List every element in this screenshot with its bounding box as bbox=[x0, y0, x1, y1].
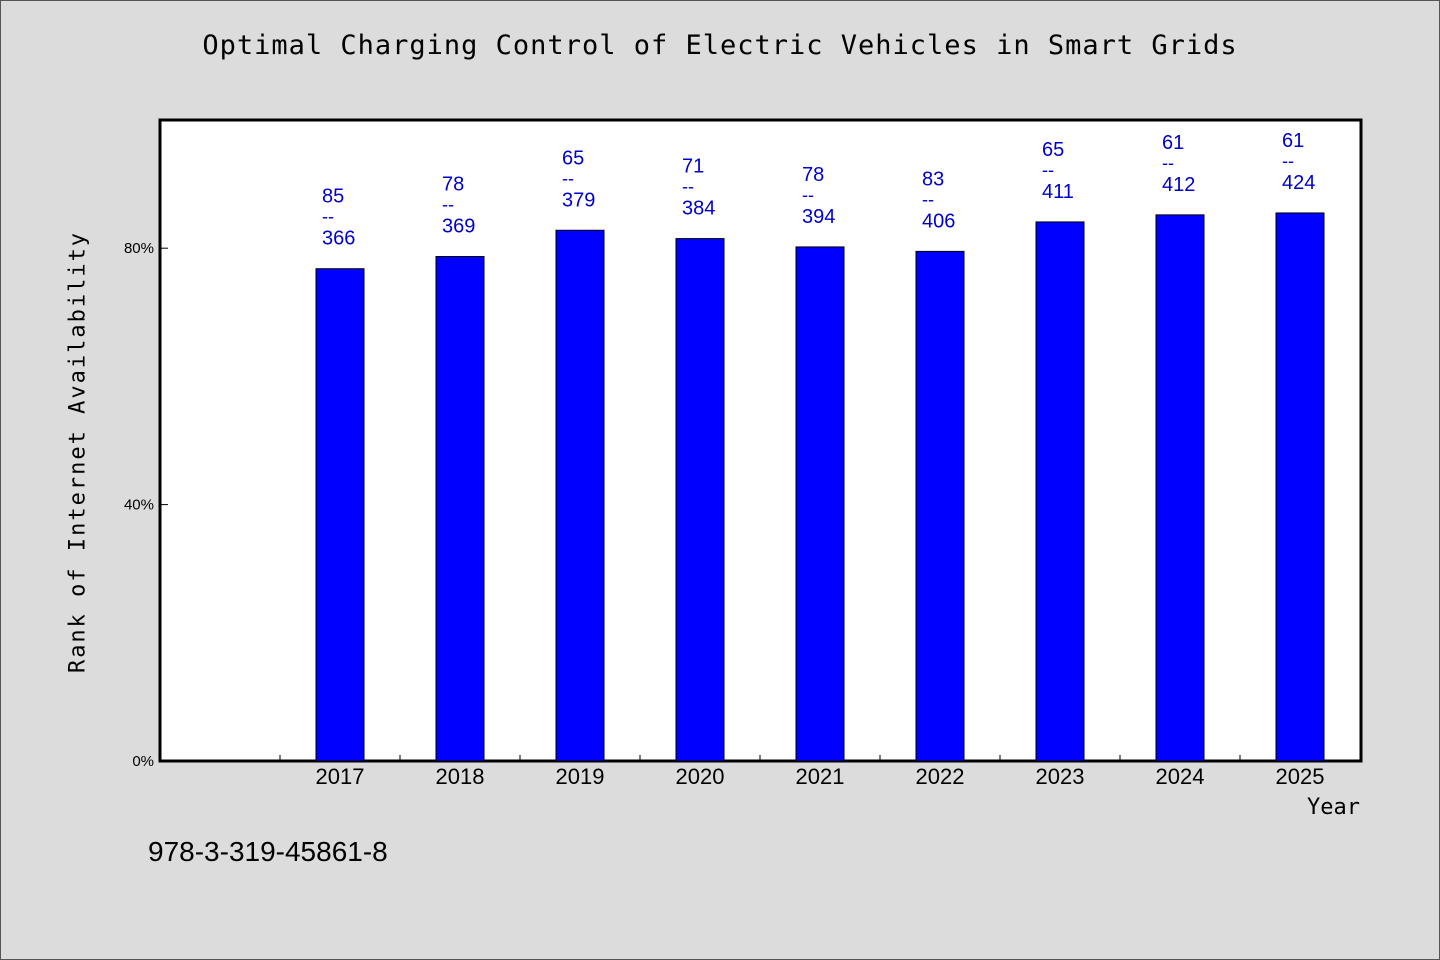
x-tick-label: 2021 bbox=[796, 764, 845, 789]
bar-label-bottom: 424 bbox=[1282, 172, 1315, 194]
bar bbox=[1155, 214, 1205, 762]
bar-label-bottom: 406 bbox=[922, 210, 955, 232]
bar-label-bottom: 384 bbox=[682, 198, 715, 220]
bar bbox=[1035, 221, 1085, 762]
bar-label-top: 65 bbox=[562, 147, 584, 169]
bar-label-top: 61 bbox=[1282, 130, 1304, 152]
bar bbox=[555, 229, 605, 762]
bar-label-separator: -- bbox=[562, 168, 574, 188]
bar bbox=[435, 256, 485, 762]
bar bbox=[915, 250, 965, 762]
bar bbox=[675, 238, 725, 762]
isbn-footnote: 978-3-319-45861-8 bbox=[148, 836, 388, 867]
bar-label-separator: -- bbox=[1042, 160, 1054, 180]
bar-label-separator: -- bbox=[442, 195, 454, 215]
bar-label-top: 83 bbox=[922, 168, 944, 190]
x-tick-label: 2018 bbox=[436, 764, 485, 789]
bar-label-top: 71 bbox=[682, 156, 704, 178]
bar-label-top: 78 bbox=[802, 164, 824, 186]
bar bbox=[795, 246, 845, 762]
y-tick-label: 0% bbox=[132, 753, 154, 770]
x-tick-label: 2020 bbox=[676, 764, 725, 789]
x-tick-label: 2022 bbox=[916, 764, 965, 789]
bar-label-separator: -- bbox=[802, 185, 814, 205]
x-tick-label: 2024 bbox=[1156, 764, 1205, 789]
bar-label-separator: -- bbox=[682, 177, 694, 197]
bar-label-bottom: 379 bbox=[562, 189, 595, 211]
bar bbox=[315, 268, 365, 762]
bar-label-separator: -- bbox=[922, 189, 934, 209]
chart-title: Optimal Charging Control of Electric Veh… bbox=[202, 30, 1238, 61]
bar-label-bottom: 394 bbox=[802, 206, 835, 228]
bar bbox=[1275, 212, 1325, 762]
bar-label-separator: -- bbox=[1162, 153, 1174, 173]
bar-label-separator: -- bbox=[322, 207, 334, 227]
x-tick-label: 2025 bbox=[1276, 764, 1325, 789]
bar-label-top: 65 bbox=[1042, 139, 1064, 161]
bar-label-bottom: 366 bbox=[322, 228, 355, 250]
bar-label-bottom: 412 bbox=[1162, 174, 1195, 196]
x-tick-label: 2023 bbox=[1036, 764, 1085, 789]
bar-label-top: 61 bbox=[1162, 132, 1184, 154]
y-tick-label: 40% bbox=[124, 497, 154, 514]
x-axis-label: Year bbox=[1307, 795, 1360, 820]
bar-label-bottom: 369 bbox=[442, 216, 475, 238]
bar-label-bottom: 411 bbox=[1042, 181, 1074, 203]
bar-label-separator: -- bbox=[1282, 151, 1294, 171]
x-tick-label: 2017 bbox=[316, 764, 365, 789]
bar-label-top: 85 bbox=[322, 186, 344, 208]
y-tick-label: 80% bbox=[124, 240, 154, 257]
bar-label-top: 78 bbox=[442, 174, 464, 196]
x-tick-label: 2019 bbox=[556, 764, 605, 789]
